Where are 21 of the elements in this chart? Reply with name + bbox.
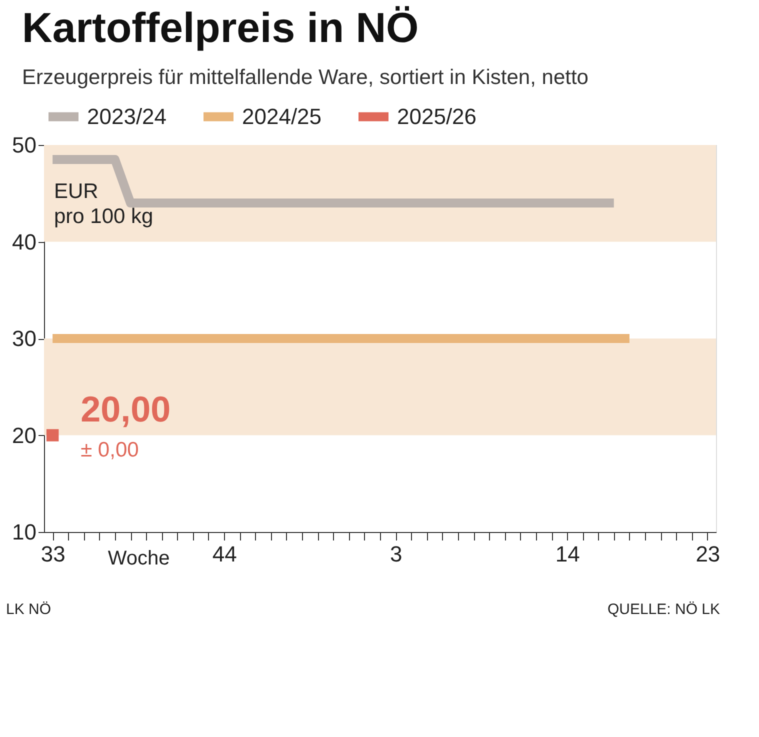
y-tick-label: 10 — [12, 520, 36, 544]
chart-subtitle: Erzeugerpreis für mittelfallende Ware, sortiert in Kisten, netto — [22, 66, 588, 89]
annotation: 20,00 — [80, 388, 171, 430]
annotation: ± 0,00 — [80, 438, 139, 462]
legend-label: 2023/24 — [87, 104, 167, 129]
x-tick-label: 23 — [696, 542, 720, 566]
legend-label: 2024/25 — [242, 104, 322, 129]
legend-label: 2025/26 — [397, 104, 477, 129]
x-tick-label: 3 — [390, 542, 402, 566]
x-tick-label: 33 — [40, 542, 66, 566]
y-tick-label: 30 — [12, 326, 36, 351]
y-tick-label: 20 — [12, 422, 36, 448]
source-note: QUELLE: NÖ LK — [607, 601, 720, 618]
x-axis-title: Woche — [108, 548, 170, 570]
chart-title: Kartoffelpreis in NÖ — [22, 4, 419, 51]
y-tick-label: 50 — [12, 132, 36, 158]
y-axis-title: EUR pro 100 kg — [54, 180, 154, 228]
y-tick-label: 40 — [12, 229, 36, 254]
x-tick-label: 44 — [212, 542, 237, 566]
text: LK NÖ — [6, 601, 52, 618]
x-tick-label: 14 — [555, 542, 580, 566]
